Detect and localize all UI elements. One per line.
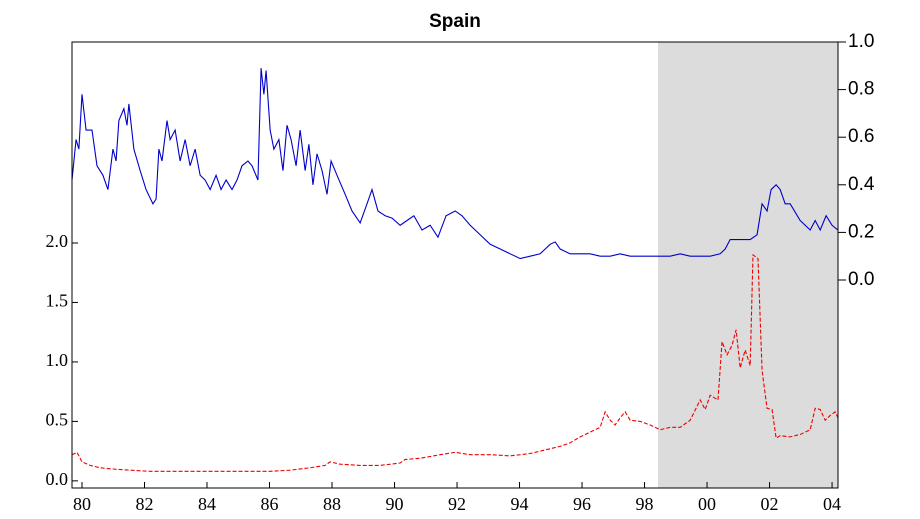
x-tick-label: 00 <box>698 494 716 514</box>
y2-tick-label: 0.6 <box>848 126 874 147</box>
x-tick-label: 94 <box>511 494 529 514</box>
x-tick-label: 98 <box>636 494 654 514</box>
y2-tick-label: 0.8 <box>848 79 874 100</box>
y2-tick-label: 0.4 <box>848 174 875 195</box>
y-tick-label: 1.0 <box>46 350 69 370</box>
y-tick-label: 1.5 <box>46 291 69 311</box>
y-tick-label: 0.0 <box>46 469 69 489</box>
x-tick-label: 86 <box>261 494 279 514</box>
y2-tick-label: 0.2 <box>848 221 874 242</box>
y-tick-label: 0.5 <box>46 410 69 430</box>
plot-frame <box>71 41 839 489</box>
x-tick-label: 84 <box>198 494 216 514</box>
x-tick-label: 82 <box>136 494 154 514</box>
series-line <box>71 68 839 260</box>
series-line <box>71 253 839 472</box>
x-tick-label: 96 <box>573 494 591 514</box>
x-tick-label: 92 <box>448 494 466 514</box>
shaded-region <box>657 42 838 488</box>
x-tick-label: 90 <box>386 494 404 514</box>
y-tick-label: 2.0 <box>46 231 69 251</box>
y2-tick-label: 0.0 <box>848 269 874 290</box>
x-tick-label: 80 <box>73 494 91 514</box>
x-tick-label: 88 <box>323 494 341 514</box>
x-tick-label: 04 <box>823 494 841 514</box>
x-tick-label: 02 <box>761 494 779 514</box>
y2-tick-label: 1.0 <box>848 31 874 52</box>
chart-title: Spain <box>429 11 481 32</box>
